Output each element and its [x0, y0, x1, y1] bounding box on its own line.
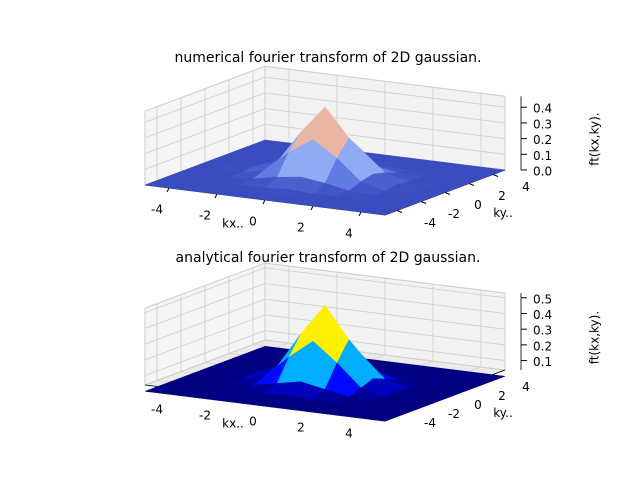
grid-line — [144, 267, 266, 314]
y-tick-label: 2 — [498, 389, 506, 403]
z-tick-label: 0.4 — [533, 308, 552, 322]
x-tick — [214, 193, 218, 199]
z-tick-label: 0.5 — [533, 292, 552, 306]
grid-line — [144, 283, 266, 329]
x-axis-label: kx.. — [222, 217, 244, 231]
y-tick-label: 4 — [522, 380, 530, 394]
z-tick-label: 0.0 — [533, 165, 552, 179]
y-tick — [420, 201, 427, 204]
z-axis-label: ft(kx,ky). — [588, 112, 602, 165]
y-axis-label: ky.. — [493, 206, 513, 220]
z-tick-label: 0.3 — [533, 324, 552, 338]
x-tick-label: 2 — [297, 421, 305, 435]
z-tick-label: 0.2 — [533, 133, 552, 147]
x-tick — [358, 211, 362, 217]
y-tick-label: -4 — [424, 216, 436, 230]
grid-line — [144, 123, 266, 170]
grid-line — [144, 314, 266, 361]
x-tick — [166, 187, 170, 193]
grid-line — [264, 314, 506, 346]
y-tick-label: 4 — [522, 180, 530, 194]
y-tick-label: -2 — [448, 407, 460, 421]
grid-line — [264, 283, 506, 314]
y-tick — [468, 183, 475, 186]
x-tick-label: -2 — [199, 209, 211, 223]
x-tick-label: -4 — [151, 403, 163, 417]
x-tick-label: 0 — [249, 415, 257, 429]
x-tick-label: 4 — [345, 227, 353, 241]
grid-line — [144, 298, 266, 345]
grid-line — [264, 76, 506, 108]
y-tick — [492, 174, 499, 177]
x-tick — [310, 205, 314, 211]
x-tick-label: -2 — [199, 409, 211, 423]
y-tick — [444, 192, 451, 195]
y-axis-label: ky.. — [493, 406, 513, 420]
x-tick-label: 0 — [249, 215, 257, 229]
x-tick-label: 4 — [345, 427, 353, 441]
y-tick-label: -2 — [448, 207, 460, 221]
grid-line — [144, 330, 266, 376]
chart-title: numerical fourier transform of 2D gaussi… — [175, 50, 482, 66]
y-tick-label: 2 — [498, 189, 506, 203]
chart-title: analytical fourier transform of 2D gauss… — [176, 250, 481, 266]
y-tick-label: -4 — [424, 416, 436, 430]
z-tick-label: 0.4 — [533, 102, 552, 116]
grid-line — [264, 298, 506, 330]
grid-line — [144, 76, 266, 123]
z-axis-label: ft(kx,ky). — [588, 311, 602, 364]
y-tick-label: 0 — [474, 398, 482, 412]
grid-line — [264, 108, 506, 139]
surface-patch — [360, 207, 398, 216]
surface-patch — [360, 413, 398, 422]
z-tick-label: 0.1 — [533, 355, 552, 369]
grid-line — [264, 267, 506, 299]
x-tick-label: -4 — [151, 203, 163, 217]
x-tick — [262, 199, 266, 205]
y-tick-label: 0 — [474, 198, 482, 212]
z-tick-label: 0.1 — [533, 149, 552, 163]
y-tick — [396, 210, 403, 213]
x-tick-label: 2 — [297, 221, 305, 235]
grid-line — [144, 92, 266, 139]
z-tick-label: 0.2 — [533, 339, 552, 353]
x-axis-label: kx.. — [222, 417, 244, 431]
grid-line — [144, 108, 266, 154]
z-tick-label: 0.3 — [533, 117, 552, 131]
grid-line — [264, 92, 506, 124]
